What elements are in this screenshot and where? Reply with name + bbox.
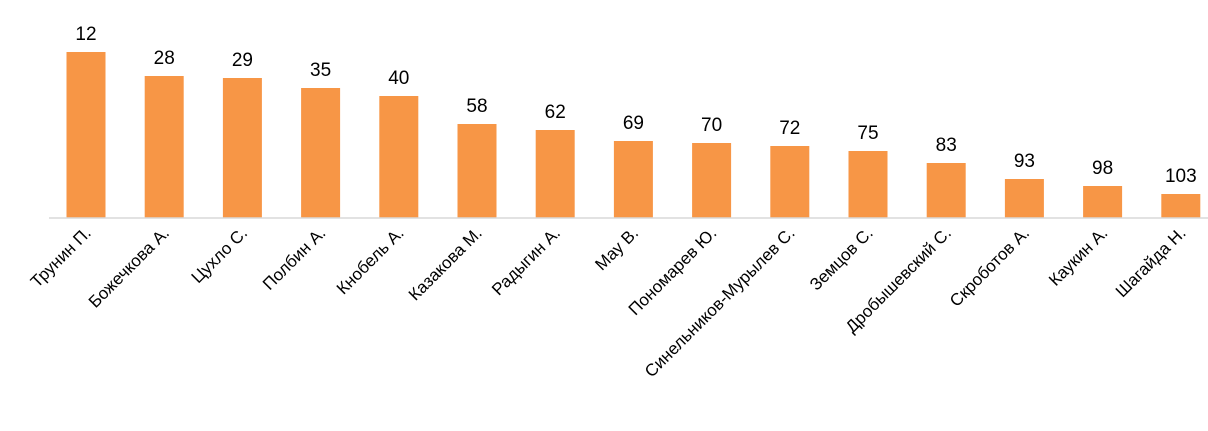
category-label-2: Цухло С.	[188, 223, 252, 287]
category-label-3: Полбин А.	[259, 223, 329, 293]
category-label-5: Казакова М.	[405, 223, 486, 304]
bar-13	[1083, 186, 1123, 218]
category-label-6: Радыгин А.	[488, 223, 564, 299]
bar-9	[770, 146, 810, 218]
bar-11	[926, 163, 966, 218]
bar-1	[144, 76, 184, 218]
value-label-8: 70	[701, 115, 722, 136]
category-label-1: Божечкова А.	[85, 223, 173, 311]
bar-2	[222, 78, 262, 218]
value-label-2: 29	[232, 50, 253, 71]
value-label-4: 40	[388, 68, 409, 89]
category-label-14: Шагайда Н.	[1112, 223, 1190, 301]
bar-7	[613, 141, 653, 218]
value-label-7: 69	[623, 113, 644, 134]
value-label-14: 103	[1165, 166, 1197, 187]
category-label-9: Синельников-Мурылев С.	[641, 223, 799, 381]
category-labels-group: Трунин П.Божечкова А. Цухло С. Полбин А. Кн…	[27, 223, 1190, 381]
category-label-13: Каукин А.	[1045, 223, 1111, 289]
value-label-10: 75	[857, 123, 878, 144]
category-label-10: Земцов С.	[806, 223, 877, 294]
category-label-4: Кнобель А.	[333, 223, 408, 298]
bar-4	[379, 96, 419, 218]
bar-0	[66, 52, 106, 218]
bar-12	[1004, 179, 1044, 218]
value-label-11: 83	[936, 135, 957, 156]
category-label-12: Скроботов А.	[946, 223, 1033, 310]
bar-6	[535, 130, 575, 218]
bar-5	[457, 124, 497, 218]
bar-14	[1161, 194, 1201, 218]
value-label-1: 28	[154, 48, 175, 69]
category-label-7: Мау В.	[591, 223, 642, 274]
bars-group	[66, 52, 1201, 218]
value-label-9: 72	[779, 118, 800, 139]
category-label-0: Трунин П.	[27, 223, 95, 291]
value-label-0: 12	[75, 24, 96, 45]
value-label-3: 35	[310, 60, 331, 81]
bar-8	[692, 143, 732, 218]
value-label-13: 98	[1092, 158, 1113, 179]
value-label-12: 93	[1014, 151, 1035, 172]
bar-3	[301, 88, 341, 218]
bar-10	[848, 151, 888, 218]
value-label-6: 62	[545, 102, 566, 123]
value-labels-group: 12 28 29 35 40 58 62 69 70 72 75 83 93 98 103	[75, 24, 1196, 187]
value-label-5: 58	[466, 96, 487, 117]
